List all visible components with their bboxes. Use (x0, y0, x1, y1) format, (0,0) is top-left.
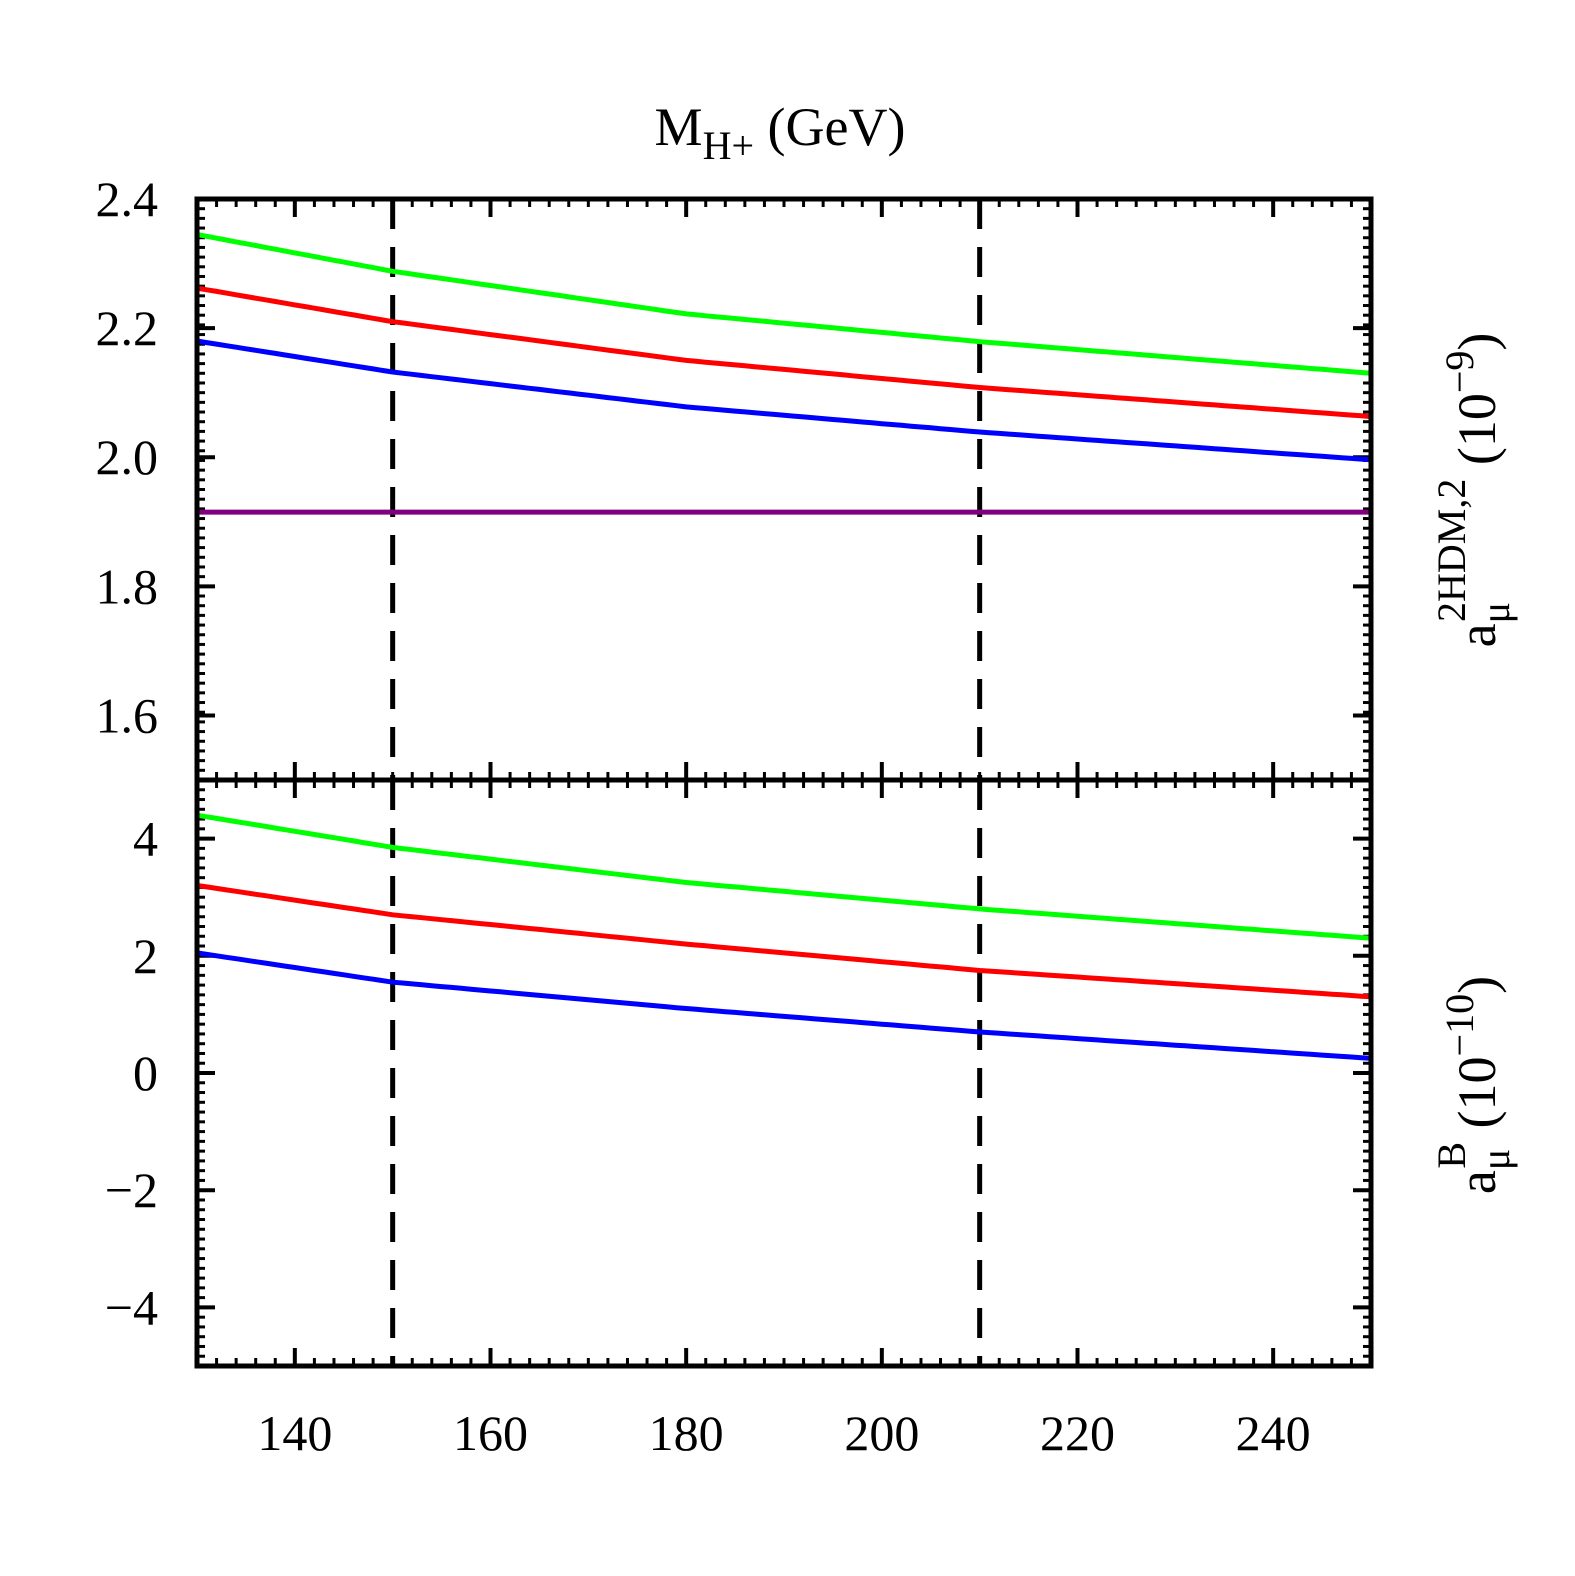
y-tick-label: −2 (105, 1162, 158, 1218)
y-tick-label: −4 (105, 1279, 158, 1335)
y-title-top-sub: μ (1473, 602, 1518, 623)
y-title-top-main: a (1447, 623, 1507, 647)
y-axis-title-top: aμ2HDM,2 (10−9) (1429, 333, 1518, 648)
y-tick-label: 0 (133, 1045, 158, 1101)
series-line-blue (196, 950, 1372, 1061)
x-tick-label: 220 (1040, 1405, 1115, 1461)
x-title-rest: (GeV) (754, 97, 905, 157)
x-tick-label: 240 (1236, 1405, 1311, 1461)
y-title-top-exp: −9 (1437, 351, 1482, 394)
y-tick-label: 2.4 (96, 171, 159, 227)
y-tick-label: 1.8 (96, 558, 159, 614)
y-title-bottom-rest: (10 (1447, 1056, 1507, 1141)
series-line-red (196, 285, 1372, 420)
series-line-blue (196, 338, 1372, 463)
y-title-top-rest: (10 (1447, 393, 1507, 478)
series-line-red (196, 883, 1372, 1000)
y-tick-label: 1.6 (96, 687, 159, 743)
y-title-top-close: ) (1447, 333, 1507, 351)
y-tick-label: 2 (133, 928, 158, 984)
bottom-panel: −4 −2 0 2 4 140 160 180 200 220 240 (105, 777, 1374, 1461)
y-title-bottom-close: ) (1447, 976, 1507, 994)
plot-frame (194, 196, 1374, 783)
y-tick-label: 4 (133, 811, 158, 867)
y-tick-label: 2.0 (96, 429, 159, 485)
series-line-green (196, 812, 1372, 941)
y-title-bottom-exp: −10 (1437, 994, 1482, 1057)
plot-frame (194, 777, 1374, 1369)
y-title-top-sup: 2HDM,2 (1429, 479, 1474, 622)
x-tick-label: 180 (649, 1405, 724, 1461)
x-tick-label: 160 (453, 1405, 528, 1461)
top-panel: 1.6 1.8 2.0 2.2 2.4 (96, 171, 1374, 783)
y-title-bottom-sup: B (1429, 1142, 1474, 1169)
y-axis-title-bottom: aμB (10−10) (1429, 976, 1518, 1194)
y-title-bottom-sub: μ (1473, 1149, 1518, 1170)
series-line-green (196, 232, 1372, 376)
x-tick-label: 200 (844, 1405, 919, 1461)
y-tick-label: 2.2 (96, 300, 159, 356)
x-axis-title: MH+ (GeV) (655, 97, 906, 168)
x-tick-label: 140 (257, 1405, 332, 1461)
y-title-bottom-main: a (1447, 1170, 1507, 1194)
x-title-sub: H+ (703, 123, 754, 168)
x-title-main: M (655, 97, 703, 157)
